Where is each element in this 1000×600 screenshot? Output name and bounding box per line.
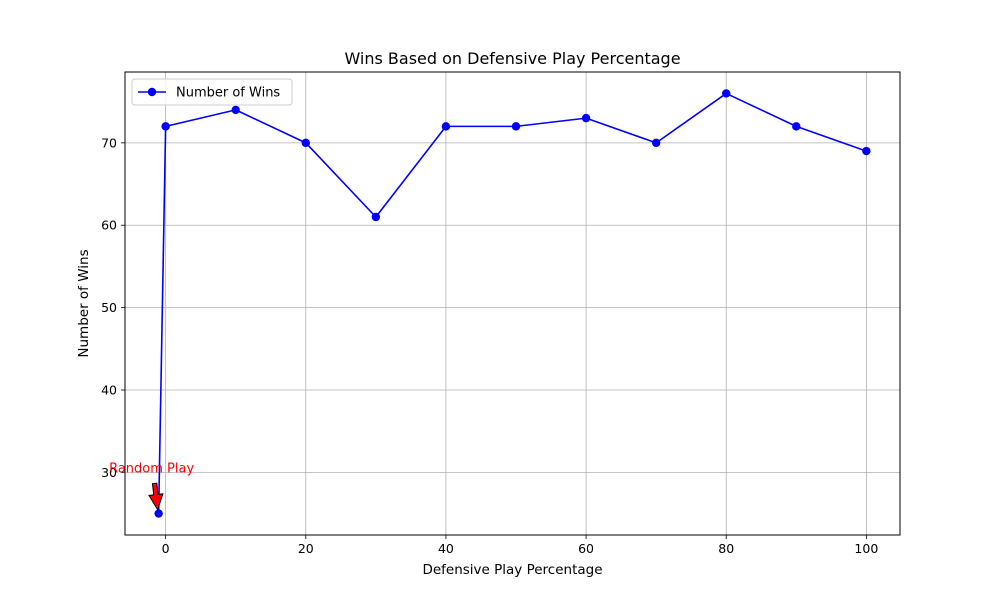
y-tick-label: 30 [101, 465, 117, 480]
plot-frame [124, 71, 901, 536]
series-line [157, 92, 867, 514]
data-point [231, 105, 240, 115]
x-tick-label: 80 [718, 541, 734, 556]
y-tick-label: 40 [101, 383, 117, 398]
x-tick-label: 40 [438, 541, 454, 556]
x-tick-label: 20 [298, 541, 314, 556]
axis-ticks: 0 20 40 60 80 100 30 40 50 60 70 [101, 135, 878, 556]
data-point [301, 138, 310, 148]
y-tick-label: 70 [101, 135, 117, 150]
y-axis-label: Number of Wins [76, 249, 92, 357]
annotation-text: Random Play [109, 461, 194, 476]
legend: Number of Wins [131, 78, 293, 106]
data-point [441, 122, 451, 131]
annotations: Random Play [109, 461, 194, 511]
series-layer [154, 89, 871, 518]
data-point [511, 122, 521, 131]
grid [125, 72, 900, 535]
y-tick-label: 60 [101, 218, 117, 233]
data-point [581, 113, 591, 123]
data-point [161, 122, 170, 131]
legend-label: Number of Wins [176, 86, 280, 101]
legend-box [131, 78, 293, 106]
legend-marker [147, 87, 157, 97]
data-point [154, 509, 163, 518]
data-point [862, 146, 871, 156]
data-point [651, 138, 661, 148]
x-tick-label: 60 [578, 541, 594, 556]
annotation-arrow [148, 482, 164, 511]
data-point [792, 122, 801, 131]
x-tick-label: 0 [162, 541, 170, 556]
chart-title: Wins Based on Defensive Play Percentage [344, 49, 680, 68]
x-axis-label: Defensive Play Percentage [422, 562, 602, 578]
y-tick-label: 50 [101, 300, 117, 315]
data-point [722, 89, 731, 98]
data-point [371, 212, 381, 222]
x-tick-label: 100 [854, 541, 878, 556]
